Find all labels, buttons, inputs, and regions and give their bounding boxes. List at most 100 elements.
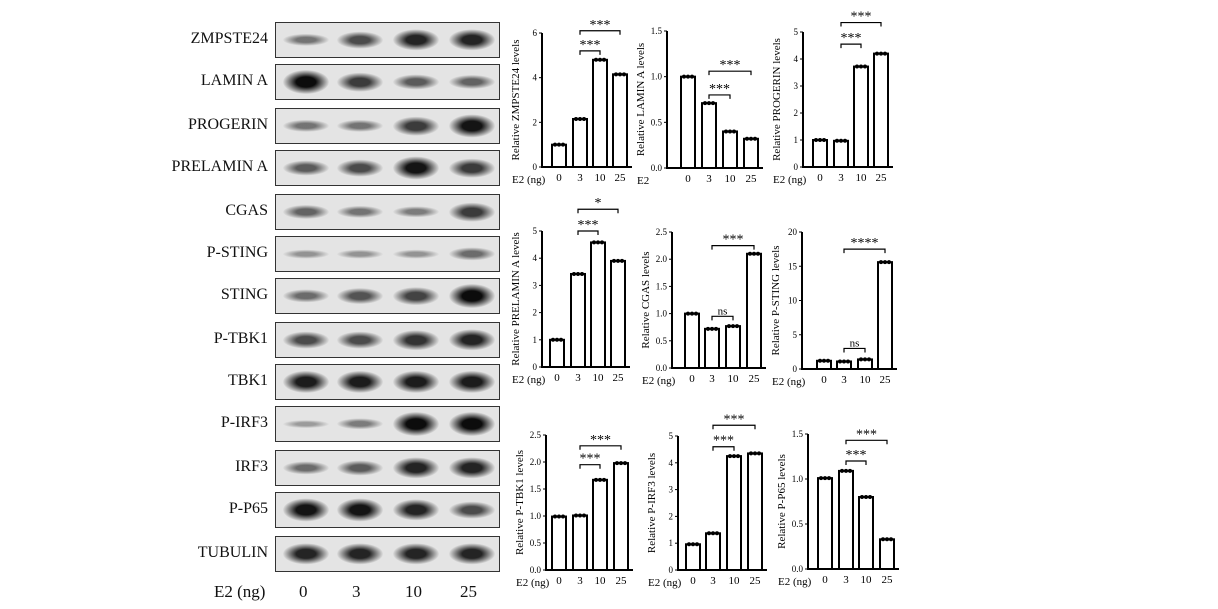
- x-axis-label: E2 (ng): [516, 577, 550, 589]
- data-point: [736, 454, 740, 459]
- x-tick-label: 10: [725, 173, 737, 185]
- y-tick-label: 4: [533, 253, 538, 263]
- data-point: [561, 514, 565, 519]
- data-point: [732, 454, 736, 459]
- significance-bracket: [712, 424, 756, 430]
- data-point: [691, 542, 695, 547]
- x-tick-label: 25: [880, 374, 892, 386]
- bar: [685, 543, 701, 571]
- blot-band: [283, 331, 329, 349]
- data-point: [879, 51, 883, 56]
- data-point: [553, 514, 557, 519]
- blot-band: [393, 457, 439, 479]
- data-point: [619, 461, 623, 466]
- bar: [549, 338, 565, 368]
- y-tick-label: 0: [669, 565, 674, 575]
- y-tick-label: 1.5: [530, 484, 542, 494]
- blot-band: [449, 29, 495, 51]
- blot-strip: [275, 364, 500, 400]
- lane-label: 3: [352, 582, 361, 601]
- data-point: [592, 240, 596, 245]
- y-tick-label: 1: [533, 335, 538, 345]
- data-point: [839, 138, 843, 143]
- data-point: [618, 72, 622, 77]
- significance-bracket: [708, 94, 731, 99]
- data-point: [728, 129, 732, 134]
- blot-band: [283, 249, 329, 259]
- data-point: [620, 258, 624, 263]
- data-point: [574, 116, 578, 121]
- data-point: [572, 271, 576, 276]
- y-tick-label: 1.0: [530, 511, 542, 521]
- blot-band: [337, 72, 383, 92]
- data-point: [711, 101, 715, 106]
- y-axis-label: Relative P-IRF3 levels: [646, 453, 658, 553]
- data-point: [868, 495, 872, 499]
- blot-band: [393, 330, 439, 350]
- blot-band: [283, 543, 329, 565]
- significance-label: *: [595, 196, 602, 211]
- blot-band: [337, 370, 383, 394]
- blot-strip: [275, 536, 500, 572]
- data-point: [745, 136, 749, 141]
- data-point: [753, 451, 757, 456]
- blot-band: [449, 543, 495, 565]
- blot-label: LAMIN A: [200, 72, 268, 89]
- blot-band: [449, 370, 495, 394]
- bar: [572, 514, 588, 572]
- data-point: [889, 537, 893, 542]
- x-tick-label: 0: [690, 575, 696, 587]
- blot-band: [283, 289, 329, 303]
- bar: [812, 139, 828, 168]
- x-tick-label: 25: [750, 575, 762, 587]
- x-tick-label: 0: [821, 374, 827, 386]
- blot-label: P-STING: [206, 244, 268, 261]
- y-tick-label: 0.5: [656, 336, 668, 346]
- y-tick-label: 0.5: [530, 538, 542, 548]
- significance-bracket: [840, 21, 882, 27]
- significance-bracket: [711, 245, 755, 250]
- x-tick-label: 0: [554, 372, 560, 384]
- y-tick-label: 15: [788, 261, 798, 271]
- blot-strip: [275, 22, 500, 58]
- y-tick-label: 20: [788, 227, 798, 237]
- x-tick-label: 25: [746, 173, 758, 185]
- bar: [704, 327, 720, 369]
- data-point: [819, 476, 823, 481]
- x-tick-label: 10: [861, 574, 873, 586]
- significance-bracket: [577, 230, 599, 235]
- data-point: [614, 72, 618, 77]
- blot-band: [393, 156, 439, 180]
- data-point: [557, 142, 561, 147]
- data-point: [752, 251, 756, 256]
- significance-label: ***: [723, 233, 744, 248]
- significance-bracket: [579, 30, 621, 35]
- significance-bracket: [708, 70, 752, 76]
- x-axis-label: E2: [637, 175, 649, 187]
- y-tick-label: 2: [533, 117, 538, 127]
- significance-bracket: [577, 208, 619, 214]
- bar: [858, 496, 874, 570]
- x-axis-label: E2 (ng): [773, 174, 807, 186]
- y-tick-label: 5: [793, 330, 798, 340]
- x-tick-label: 3: [575, 372, 581, 384]
- blot-strip: [275, 278, 500, 314]
- y-tick-label: 2: [794, 108, 799, 118]
- y-axis-label: Relative LAMIN A levels: [635, 43, 647, 156]
- data-point: [749, 451, 753, 456]
- blot-strip: [275, 150, 500, 186]
- significance-label: ***: [724, 412, 745, 427]
- x-tick-label: 10: [593, 372, 605, 384]
- y-tick-label: 0.5: [651, 117, 663, 127]
- y-tick-label: 1.5: [656, 281, 668, 291]
- blot-band: [393, 287, 439, 305]
- x-axis-label: E2 (ng): [642, 375, 676, 387]
- x-tick-label: 25: [749, 373, 761, 385]
- data-point: [840, 468, 844, 473]
- data-point: [756, 251, 760, 256]
- significance-label: ***: [841, 31, 862, 46]
- blot-band: [393, 249, 439, 259]
- x-axis-label: E2 (ng): [772, 376, 806, 388]
- data-point: [615, 461, 619, 466]
